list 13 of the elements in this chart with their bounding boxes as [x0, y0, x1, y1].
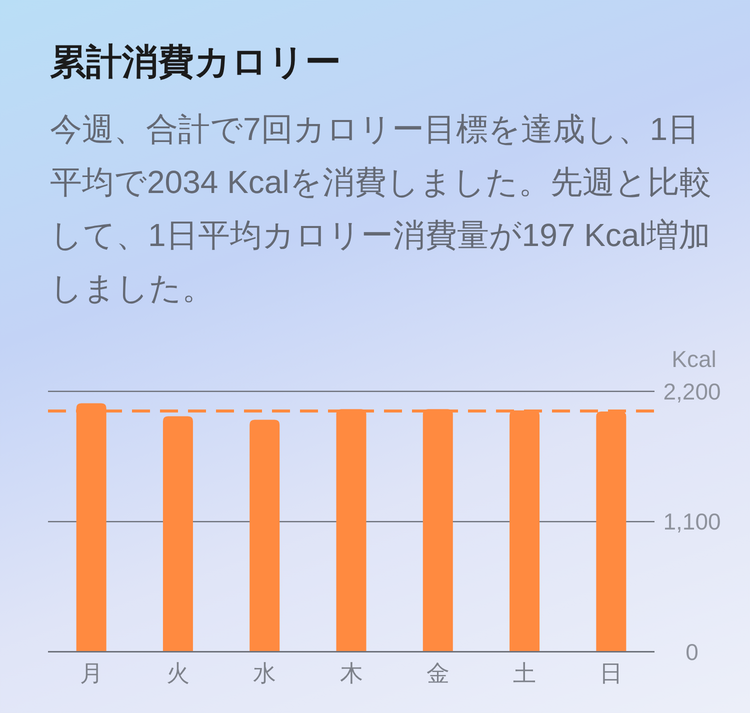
x-tick-label: 土 [513, 660, 536, 686]
y-tick-label: 1,100 [663, 508, 721, 535]
x-tick-label: 火 [166, 660, 190, 686]
title: 累計消費カロリー [50, 40, 341, 84]
x-tick-label: 金 [426, 660, 450, 686]
y-axis-title: Kcal [672, 346, 716, 372]
x-tick-label: 木 [340, 660, 363, 686]
y-tick-label: 2,200 [663, 378, 721, 404]
x-tick-label: 水 [253, 660, 276, 686]
y-tick-label: 0 [686, 638, 698, 665]
subtitle: 今週、合計で7回カロリー目標を達成し、1日平均で2034 Kcalを消費しました。先週と比較して、1日平均カロリー消費量が197 Kcal増加しました。 [50, 110, 712, 308]
x-tick-label: 月 [80, 660, 103, 686]
x-tick-label: 日 [600, 660, 623, 686]
